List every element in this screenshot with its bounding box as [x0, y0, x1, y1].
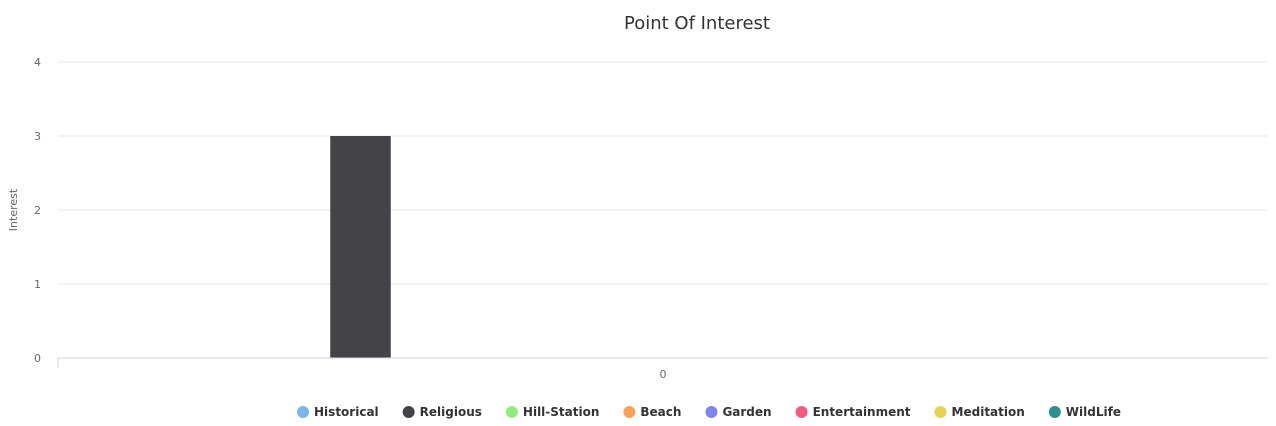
legend-item-historical[interactable]: Historical [297, 405, 379, 419]
legend-marker [1048, 406, 1061, 418]
legend-item-beach[interactable]: Beach [623, 405, 681, 419]
legend-marker [795, 406, 808, 418]
legend[interactable]: Historical Religious Hill-Station Beach Gard… [297, 405, 1121, 419]
y-axis-ticks: 0 1 2 3 4 [34, 56, 41, 365]
legend-label: Beach [640, 405, 681, 419]
x-tick-label: 0 [660, 368, 667, 381]
legend-label: Historical [314, 405, 379, 419]
legend-marker [402, 406, 415, 418]
legend-item-meditation[interactable]: Meditation [934, 405, 1025, 419]
legend-item-religious[interactable]: Religious [402, 405, 482, 419]
bars [330, 136, 391, 358]
legend-marker [505, 406, 518, 418]
legend-label: Garden [722, 405, 771, 419]
legend-label: Meditation [952, 405, 1025, 419]
legend-label: Entertainment [813, 405, 911, 419]
legend-label: Hill-Station [523, 405, 599, 419]
legend-marker [297, 406, 310, 418]
legend-marker [934, 406, 947, 418]
y-tick-label: 3 [34, 130, 41, 143]
y-tick-label: 1 [34, 278, 41, 291]
y-tick-label: 4 [34, 56, 41, 69]
legend-label: Religious [420, 405, 482, 419]
legend-item-garden[interactable]: Garden [705, 405, 772, 419]
x-axis: 0 [57, 357, 1268, 381]
grid-lines [58, 61, 1268, 285]
chart-title: Point Of Interest [624, 13, 770, 34]
y-axis-title: Interest [7, 188, 20, 231]
y-tick-label: 0 [34, 352, 41, 365]
legend-item-hill-station[interactable]: Hill-Station [505, 405, 599, 419]
legend-item-entertainment[interactable]: Entertainment [795, 405, 911, 419]
legend-item-wildlife[interactable]: WildLife [1048, 405, 1121, 419]
legend-marker [705, 406, 718, 418]
y-tick-label: 2 [34, 204, 41, 217]
legend-label: WildLife [1066, 405, 1121, 419]
legend-marker [623, 406, 636, 418]
bar-religious[interactable] [330, 136, 391, 358]
